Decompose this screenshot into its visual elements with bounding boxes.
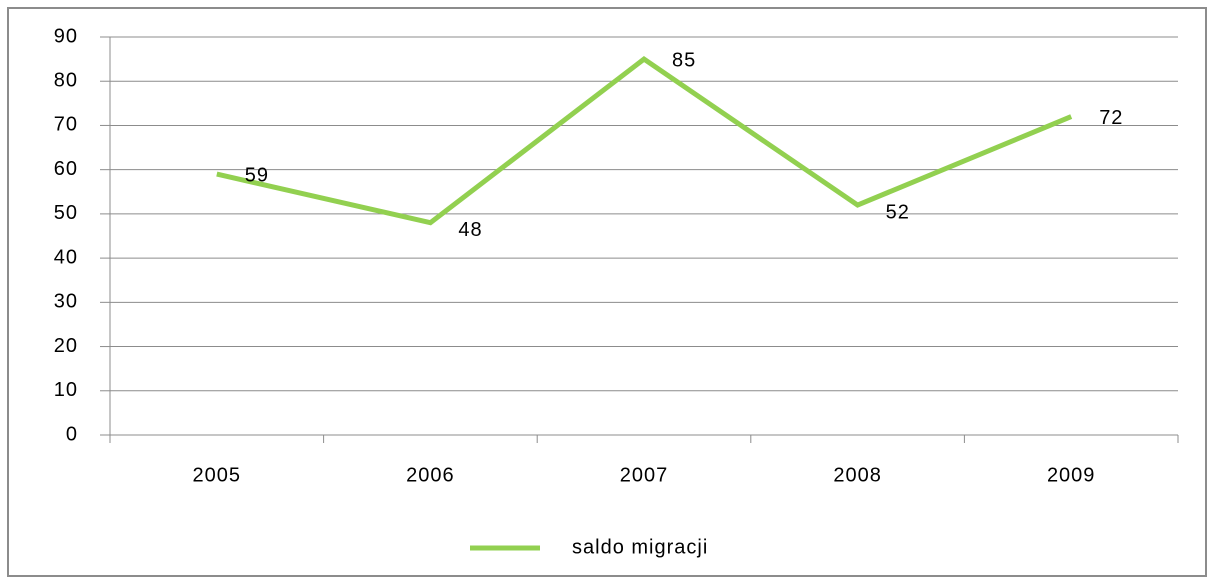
y-tick-label: 70 <box>54 114 78 136</box>
data-label: 72 <box>1099 107 1123 129</box>
y-tick-label: 80 <box>54 70 78 92</box>
data-label: 59 <box>245 164 269 186</box>
legend-label: saldo migracji <box>572 536 708 558</box>
y-tick-label: 40 <box>54 246 78 268</box>
y-tick-label: 50 <box>54 202 78 224</box>
x-tick-label: 2008 <box>833 464 882 486</box>
data-label: 48 <box>458 219 482 241</box>
data-label: 52 <box>886 201 910 223</box>
series-line <box>216 56 1073 226</box>
y-tick-label: 90 <box>54 25 78 47</box>
y-tick-label: 0 <box>66 423 78 445</box>
x-tick-label: 2006 <box>406 464 455 486</box>
chart-frame <box>7 7 1207 577</box>
y-tick-label: 10 <box>54 379 78 401</box>
x-tick-label: 2009 <box>1047 464 1096 486</box>
y-tick-label: 60 <box>54 158 78 180</box>
y-tick-label: 30 <box>54 291 78 313</box>
x-tick-label: 2007 <box>620 464 669 486</box>
y-tick-label: 20 <box>54 335 78 357</box>
x-tick-label: 2005 <box>193 464 242 486</box>
data-label: 85 <box>672 49 696 71</box>
